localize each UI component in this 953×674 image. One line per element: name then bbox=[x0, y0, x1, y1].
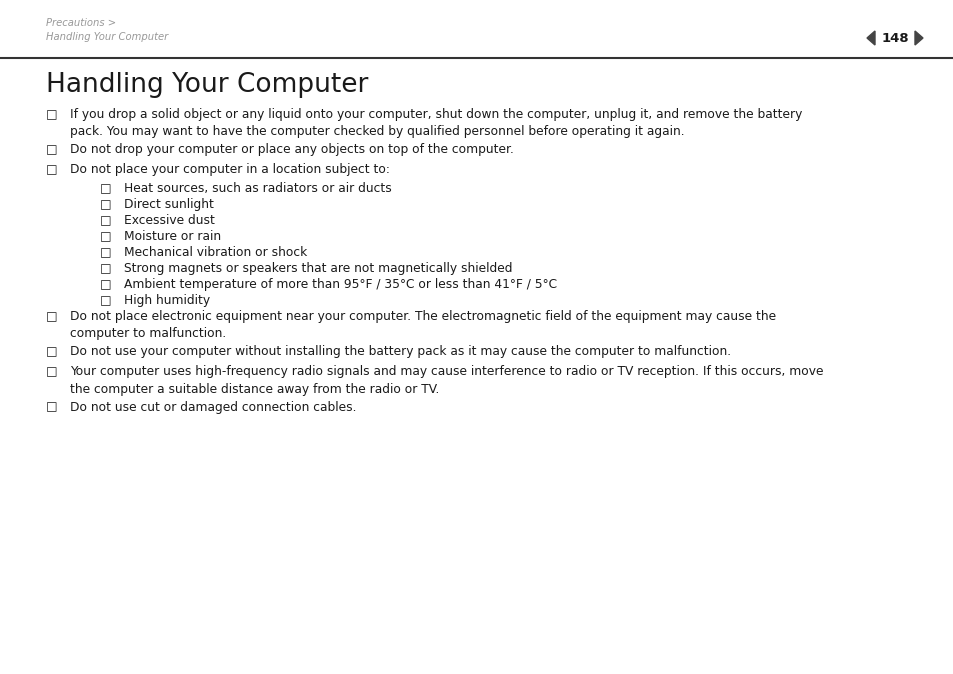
Text: Do not drop your computer or place any objects on top of the computer.: Do not drop your computer or place any o… bbox=[70, 143, 514, 156]
Text: 148: 148 bbox=[881, 32, 908, 44]
Text: Strong magnets or speakers that are not magnetically shielded: Strong magnets or speakers that are not … bbox=[124, 262, 512, 275]
Text: □: □ bbox=[100, 182, 112, 195]
Text: Heat sources, such as radiators or air ducts: Heat sources, such as radiators or air d… bbox=[124, 182, 392, 195]
Polygon shape bbox=[866, 31, 874, 45]
Text: □: □ bbox=[46, 400, 57, 414]
Text: Mechanical vibration or shock: Mechanical vibration or shock bbox=[124, 246, 307, 259]
Text: □: □ bbox=[100, 246, 112, 259]
Text: □: □ bbox=[100, 214, 112, 227]
Text: □: □ bbox=[46, 345, 57, 358]
Text: □: □ bbox=[46, 108, 57, 121]
Text: □: □ bbox=[46, 164, 57, 177]
Text: High humidity: High humidity bbox=[124, 294, 210, 307]
Text: □: □ bbox=[100, 278, 112, 291]
Text: Direct sunlight: Direct sunlight bbox=[124, 198, 213, 211]
Text: Precautions >: Precautions > bbox=[46, 18, 116, 28]
Text: □: □ bbox=[100, 198, 112, 211]
Text: Moisture or rain: Moisture or rain bbox=[124, 230, 221, 243]
Text: □: □ bbox=[100, 294, 112, 307]
Text: □: □ bbox=[46, 365, 57, 379]
Text: Do not use cut or damaged connection cables.: Do not use cut or damaged connection cab… bbox=[70, 400, 356, 414]
Text: □: □ bbox=[46, 143, 57, 156]
Text: If you drop a solid object or any liquid onto your computer, shut down the compu: If you drop a solid object or any liquid… bbox=[70, 108, 801, 138]
Text: Do not place electronic equipment near your computer. The electromagnetic field : Do not place electronic equipment near y… bbox=[70, 310, 776, 340]
Text: Your computer uses high-frequency radio signals and may cause interference to ra: Your computer uses high-frequency radio … bbox=[70, 365, 822, 396]
Text: Do not use your computer without installing the battery pack as it may cause the: Do not use your computer without install… bbox=[70, 345, 730, 358]
Text: Handling Your Computer: Handling Your Computer bbox=[46, 72, 368, 98]
Text: Do not place your computer in a location subject to:: Do not place your computer in a location… bbox=[70, 164, 390, 177]
Text: Handling Your Computer: Handling Your Computer bbox=[46, 32, 168, 42]
Polygon shape bbox=[914, 31, 923, 45]
Text: □: □ bbox=[46, 310, 57, 323]
Text: Ambient temperature of more than 95°F / 35°C or less than 41°F / 5°C: Ambient temperature of more than 95°F / … bbox=[124, 278, 557, 291]
Text: Excessive dust: Excessive dust bbox=[124, 214, 214, 227]
Text: □: □ bbox=[100, 230, 112, 243]
Text: □: □ bbox=[100, 262, 112, 275]
